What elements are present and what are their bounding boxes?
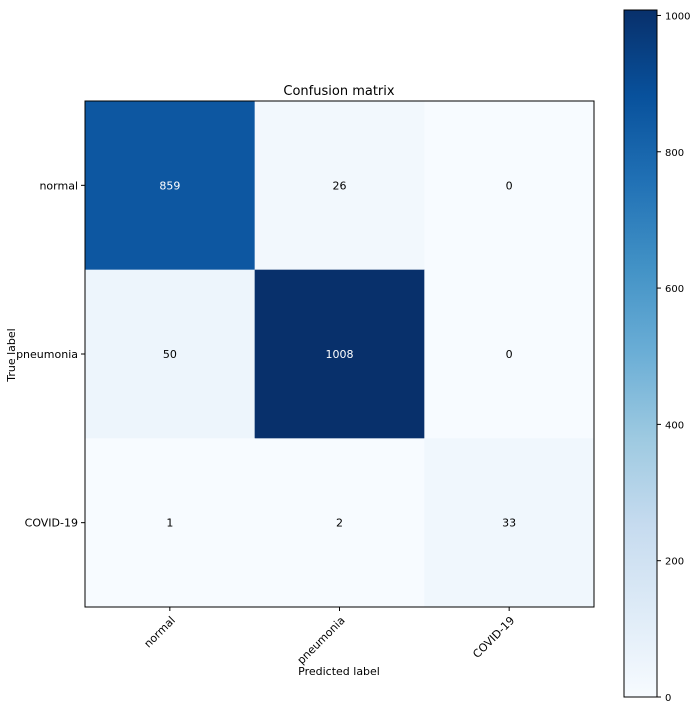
cell-1-2 bbox=[424, 269, 595, 439]
x-tick-label-2: COVID-19 bbox=[470, 614, 517, 661]
cell-labels: 859 26 0 50 1008 0 1 2 33 bbox=[159, 179, 516, 529]
cell-1-1 bbox=[254, 269, 425, 439]
x-axis-ticks: normal pneumonia COVID-19 bbox=[142, 607, 517, 667]
colorbar-tick-label-0: 0 bbox=[665, 693, 671, 704]
cell-2-1 bbox=[254, 438, 425, 608]
colorbar-tick-label-3: 600 bbox=[665, 284, 684, 295]
cell-label-0-0: 859 bbox=[159, 179, 180, 192]
colorbar-gradient bbox=[623, 9, 658, 698]
x-tick-label-1: pneumonia bbox=[295, 614, 348, 667]
cell-label-2-1: 2 bbox=[336, 517, 343, 530]
y-tick-label-2: COVID-19 bbox=[25, 517, 78, 530]
plot-area bbox=[84, 100, 595, 608]
cell-2-2 bbox=[424, 438, 595, 608]
cell-label-0-2: 0 bbox=[506, 179, 513, 192]
cell-label-1-0: 50 bbox=[163, 348, 177, 361]
cell-0-1 bbox=[254, 101, 425, 271]
cell-label-2-2: 33 bbox=[502, 517, 516, 530]
colorbar-tick-label-1: 200 bbox=[665, 557, 684, 568]
y-axis-title: True label bbox=[5, 328, 18, 382]
colorbar-tick-label-4: 800 bbox=[665, 148, 684, 159]
cell-1-0 bbox=[85, 269, 256, 439]
y-axis-ticks: normal pneumonia COVID-19 bbox=[16, 179, 85, 530]
chart-title: Confusion matrix bbox=[283, 84, 394, 99]
cell-label-1-2: 0 bbox=[506, 348, 513, 361]
cell-label-2-0: 1 bbox=[166, 517, 173, 530]
cell-label-0-1: 26 bbox=[333, 179, 347, 192]
colorbar: 0 200 400 600 800 1000 bbox=[623, 9, 690, 704]
cell-0-0 bbox=[85, 101, 256, 271]
y-tick-label-1: pneumonia bbox=[16, 348, 78, 361]
colorbar-tick-label-2: 400 bbox=[665, 420, 684, 431]
cell-0-2 bbox=[424, 101, 595, 271]
colorbar-tick-label-5: 1000 bbox=[665, 11, 690, 22]
x-tick-label-0: normal bbox=[142, 614, 178, 650]
cell-label-1-1: 1008 bbox=[326, 348, 354, 361]
cell-2-0 bbox=[85, 438, 256, 608]
x-axis-title: Predicted label bbox=[298, 665, 380, 678]
y-tick-label-0: normal bbox=[39, 179, 78, 192]
